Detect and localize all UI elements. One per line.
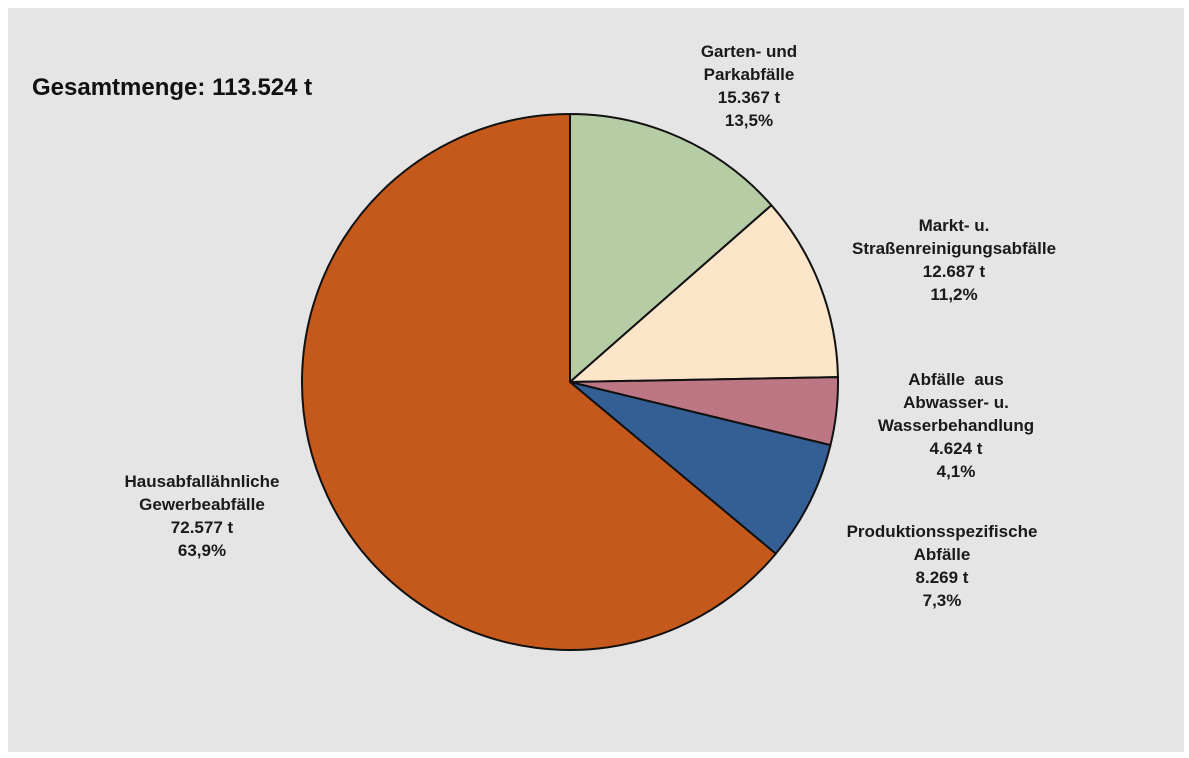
slice-label-produktion: Produktionsspezifische Abfälle 8.269 t 7… <box>847 520 1038 612</box>
slice-name-line: Markt- u. <box>918 216 990 235</box>
pie-slice-0 <box>569 113 773 383</box>
slice-name-line: Abfälle <box>913 545 971 564</box>
slice-name-line: Produktionsspezifische <box>846 522 1038 541</box>
slice-percent: 13,5% <box>724 111 774 130</box>
pie-slice-1 <box>569 204 839 383</box>
slice-percent: 11,2% <box>930 285 978 304</box>
slice-amount: 15.367 t <box>717 88 781 107</box>
slice-name-line: Abwasser- u. <box>903 393 1009 412</box>
slice-label-hausabfall: Hausabfallähnliche Gewerbeabfälle 72.577… <box>125 470 280 562</box>
slice-label-abwasser: Abfälle aus Abwasser- u. Wasserbehandlun… <box>878 368 1034 483</box>
slice-name-line: Gewerbeabfälle <box>139 495 265 514</box>
slice-percent: 63,9% <box>177 541 227 560</box>
slice-amount: 8.269 t <box>915 568 969 587</box>
slice-label-markt: Markt- u. Straßenreinigungsabfälle 12.68… <box>852 214 1056 306</box>
slice-amount: 72.577 t <box>170 518 234 537</box>
total-amount-label: Gesamtmenge: 113.524 t <box>32 74 312 102</box>
slice-percent: 4,1% <box>936 462 976 481</box>
pie-slice-4 <box>301 113 777 651</box>
chart-area: Gesamtmenge: 113.524 t Garten- und Parka… <box>8 8 1184 752</box>
total-label-text: Gesamtmenge: <box>32 74 206 101</box>
slice-name-line: Garten- und <box>700 42 798 61</box>
slice-name-line: Wasserbehandlung <box>877 416 1035 435</box>
slice-name-line: Parkabfälle <box>703 65 795 84</box>
total-value-text: 113.524 t <box>212 74 313 101</box>
slice-name-line: Straßenreinigungsabfälle <box>851 239 1057 258</box>
slice-amount: 12.687 t <box>922 262 986 281</box>
slice-percent: 7,3% <box>922 591 962 610</box>
slice-name-line: Hausabfallähnliche <box>124 472 280 491</box>
slice-label-garten: Garten- und Parkabfälle 15.367 t 13,5% <box>701 40 797 132</box>
pie-slice-3 <box>569 381 832 555</box>
slice-amount: 4.624 t <box>929 439 983 458</box>
pie-chart <box>301 113 839 651</box>
slice-name-line: Abfälle aus <box>908 370 1004 389</box>
